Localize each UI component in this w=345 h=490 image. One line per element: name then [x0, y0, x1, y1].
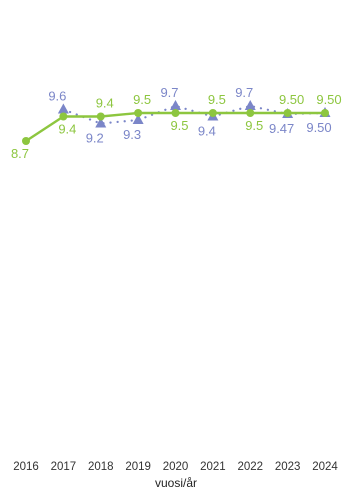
x-tick-label: 2018: [88, 461, 114, 473]
data-point-circle: [96, 112, 105, 121]
data-point-triangle: [170, 100, 181, 110]
data-point-circle: [171, 109, 180, 117]
data-labels: 8.7 9.4 9.6 9.4 9.2 9.5 9.3 9.5 9.7 9.5 9.4 9.5 9.7 9…: [11, 85, 342, 161]
data-label-blue: 9.3: [123, 127, 141, 142]
data-label-green: 9.4: [96, 96, 114, 111]
data-label-blue: 9.6: [48, 89, 66, 104]
data-point-circle: [59, 112, 68, 121]
data-point-circle: [208, 109, 217, 117]
data-point-circle: [246, 109, 255, 117]
data-label-green: 8.7: [11, 146, 29, 161]
data-label-green: 9.5: [170, 118, 188, 133]
data-label-blue: 9.50: [306, 120, 331, 135]
x-axis-label: vuosi/år: [155, 476, 197, 490]
data-point-triangle: [244, 100, 256, 110]
x-tick-label: 2021: [200, 461, 226, 473]
data-point-circle: [134, 109, 143, 117]
data-label-green: 9.5: [208, 92, 226, 107]
x-tick-label: 2022: [237, 461, 263, 473]
data-point-circle: [283, 109, 292, 117]
x-tick-label: 2024: [312, 461, 338, 473]
series-0: [22, 109, 329, 145]
data-point-triangle: [132, 114, 144, 124]
data-label-green: 9.50: [279, 92, 304, 107]
data-point-triangle: [95, 117, 107, 128]
data-label-blue: 9.7: [160, 85, 178, 100]
data-label-green: 9.5: [133, 92, 151, 107]
x-tick-label: 2017: [51, 461, 77, 473]
x-axis-ticks: 2016 2017 2018 2019 2020 2021 2022 2023 2024: [13, 461, 338, 473]
data-label-blue: 9.2: [86, 131, 104, 146]
x-tick-label: 2019: [125, 461, 151, 473]
data-label-blue: 9.7: [235, 85, 253, 100]
data-label-blue: 9.4: [198, 124, 216, 139]
data-label-blue: 9.47: [269, 121, 294, 136]
data-label-green: 9.5: [245, 118, 263, 133]
data-point-circle: [321, 109, 329, 117]
data-point-triangle: [57, 103, 69, 114]
data-label-green: 9.4: [58, 122, 76, 137]
x-tick-label: 2016: [13, 461, 39, 473]
data-point-circle: [22, 137, 30, 145]
x-tick-label: 2020: [163, 461, 189, 473]
series-layer: [22, 100, 331, 145]
x-tick-label: 2023: [275, 461, 301, 473]
data-label-green: 9.50: [316, 92, 341, 107]
